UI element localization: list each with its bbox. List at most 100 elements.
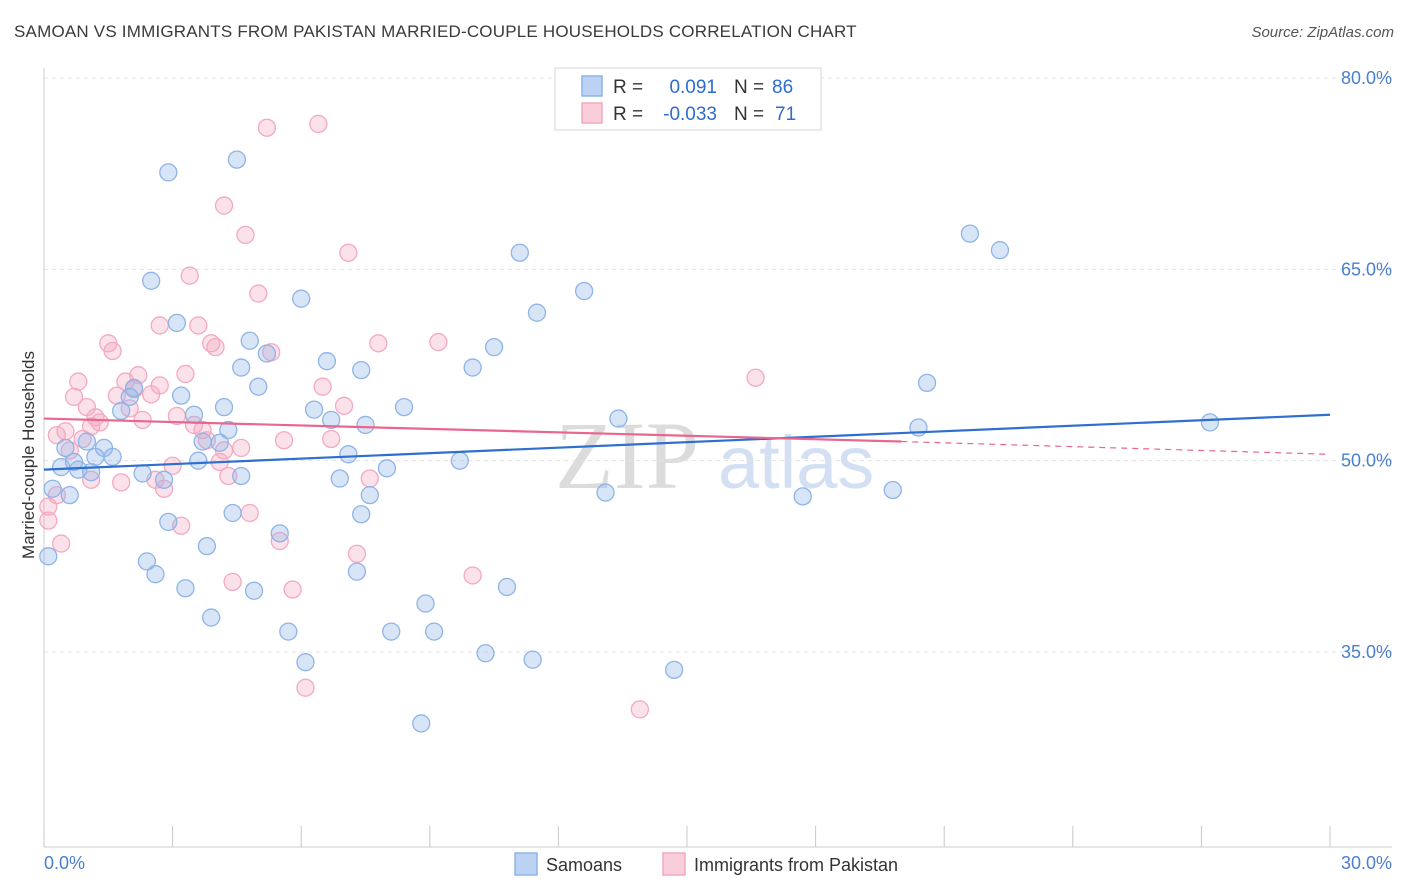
samoan-point	[56, 438, 75, 458]
samoan-point	[112, 401, 131, 421]
pakistan-point	[746, 368, 765, 387]
pakistan-point	[39, 511, 58, 530]
samoan-point	[82, 462, 101, 482]
x-tick-label-min: 0.0%	[44, 853, 85, 873]
samoan-point	[382, 622, 401, 641]
pakistan-point	[283, 580, 302, 599]
legend-swatch-pakistan	[581, 102, 603, 124]
samoan-point	[184, 405, 204, 424]
samoan-point	[39, 547, 58, 566]
pakistan-point	[296, 678, 315, 697]
pakistan-point	[223, 572, 242, 591]
pakistan-point	[630, 700, 649, 719]
samoan-point	[60, 485, 79, 505]
pakistan-point	[249, 284, 268, 303]
pakistan-point	[313, 377, 332, 396]
pakistan-point	[214, 196, 234, 215]
pakistan-point	[463, 566, 482, 585]
samoan-point	[249, 377, 268, 396]
samoan-point	[232, 358, 251, 377]
samoan-point	[360, 485, 379, 505]
pakistan-point	[176, 364, 195, 384]
samoan-point	[133, 464, 152, 483]
legend-r-label-samoans: R =	[613, 77, 643, 98]
samoan-point	[330, 469, 349, 488]
samoan-point	[352, 505, 371, 524]
samoan-point	[497, 577, 517, 597]
pakistan-point	[360, 469, 379, 488]
samoan-point	[484, 337, 504, 357]
samoan-point	[347, 562, 367, 581]
legend-n-value-samoans: 86	[772, 77, 793, 98]
top-legend: R = 0.091 N = 86 R = -0.033 N = 71	[554, 67, 822, 131]
pakistan-point	[133, 410, 152, 429]
samoan-point	[377, 459, 397, 478]
pakistan-point	[339, 243, 358, 262]
pakistan-point	[236, 225, 255, 245]
samoan-point	[304, 400, 324, 419]
pakistan-point	[163, 456, 182, 475]
samoan-point	[167, 313, 187, 333]
samoan-point	[240, 331, 259, 350]
pakistan-trend-extension	[901, 440, 1331, 455]
legend-r-value-samoans: 0.091	[669, 77, 717, 98]
samoan-point	[214, 397, 234, 417]
samoan-point	[219, 420, 238, 440]
bottom-legend: Samoans Immigrants from Pakistan	[514, 852, 898, 876]
samoan-point	[227, 150, 247, 169]
axes	[43, 68, 1392, 848]
samoan-point	[159, 163, 178, 182]
samoan-point	[412, 714, 431, 733]
samoan-point	[883, 480, 902, 500]
samoan-point	[793, 487, 812, 506]
samoan-point	[279, 622, 298, 641]
samoan-point	[296, 653, 315, 672]
samoan-point	[664, 660, 684, 680]
samoan-point	[124, 378, 144, 398]
pakistan-point	[270, 531, 289, 551]
samoan-point	[463, 358, 482, 377]
samoan-point	[193, 432, 212, 451]
samoan-point	[352, 360, 371, 380]
samoan-point	[77, 432, 97, 451]
pakistan-point	[240, 503, 259, 523]
samoan-point	[476, 644, 495, 663]
samoan-point	[510, 243, 529, 262]
samoan-point	[1200, 413, 1220, 432]
samoan-point	[210, 433, 229, 452]
pakistan-point	[103, 341, 122, 361]
y-tick-label: 65.0%	[1341, 259, 1392, 279]
legend-r-label-pakistan: R =	[613, 104, 643, 125]
pakistan-point	[334, 396, 354, 415]
legend-n-value-pakistan: 71	[775, 104, 796, 125]
samoan-point	[527, 303, 547, 322]
samoan-point	[244, 581, 264, 600]
samoan-point	[292, 289, 311, 308]
pakistan-point	[180, 266, 199, 285]
pakistan-point	[112, 473, 131, 492]
pakistan-point	[56, 422, 75, 441]
samoan-point	[317, 352, 337, 371]
pakistan-point	[274, 431, 294, 450]
legend-swatch-samoans	[581, 75, 603, 97]
pakistan-point	[150, 316, 169, 335]
bottom-legend-swatch-samoans	[514, 852, 538, 876]
samoan-point	[596, 483, 615, 502]
y-tick-label: 35.0%	[1341, 642, 1392, 662]
samoan-point	[154, 470, 174, 489]
samoan-point	[159, 512, 178, 532]
samoan-point	[270, 524, 289, 543]
samoan-point	[609, 409, 628, 428]
samoan-point	[137, 552, 157, 571]
samoan-point	[990, 241, 1010, 260]
pakistan-point	[69, 372, 88, 391]
samoan-point	[120, 387, 139, 407]
pakistan-trend-line	[43, 417, 902, 443]
pakistan-point	[82, 470, 101, 489]
pakistan-point	[369, 334, 388, 353]
samoan-point	[172, 386, 191, 405]
samoan-point	[142, 271, 161, 290]
samoan-point	[394, 397, 414, 417]
bottom-legend-swatch-pakistan	[662, 852, 686, 876]
